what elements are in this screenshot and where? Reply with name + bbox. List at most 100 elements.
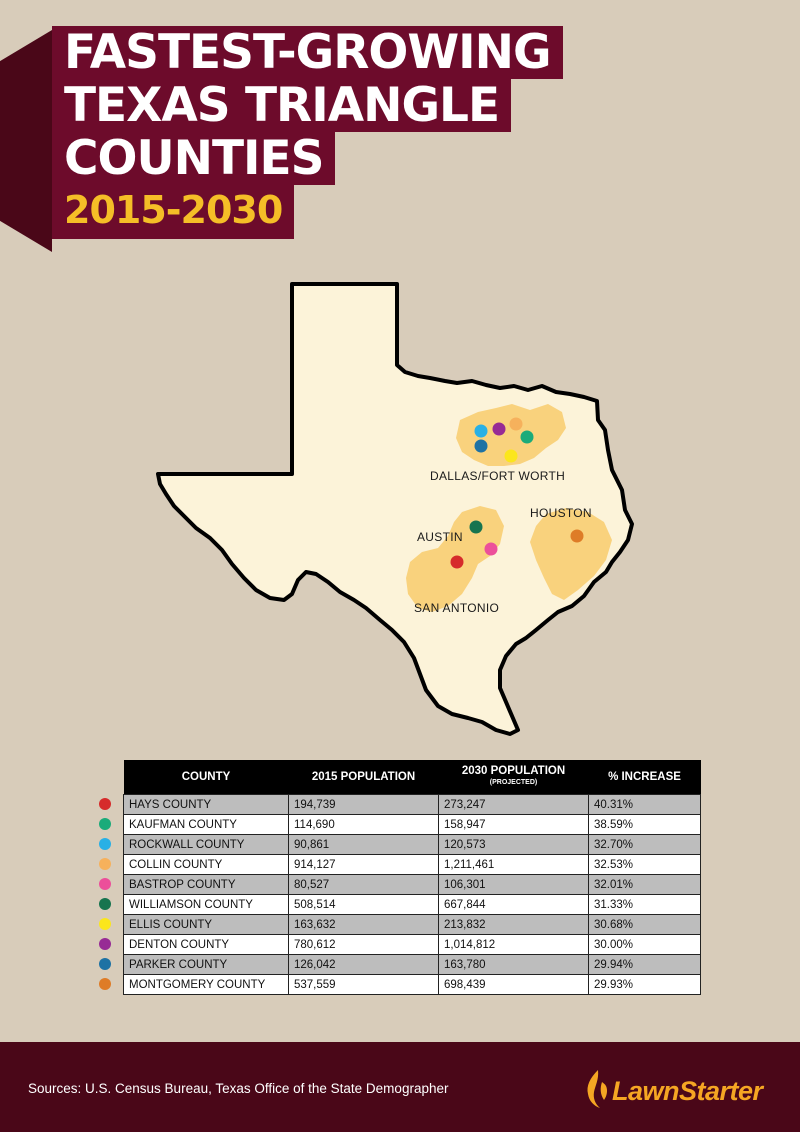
- dot-rockwall: [474, 424, 488, 438]
- header-pop2030: 2030 POPULATION (PROJECTED): [438, 760, 589, 795]
- title-line-1: FASTEST-GROWING: [52, 26, 563, 79]
- table-row: DENTON COUNTY 780,612 1,014,812 30.00%: [123, 934, 701, 955]
- cell-county: WILLIAMSON COUNTY: [123, 894, 289, 915]
- population-table: COUNTY 2015 POPULATION 2030 POPULATION (…: [123, 760, 701, 995]
- header-pop2030-label: 2030 POPULATION: [461, 765, 566, 777]
- table-row: ELLIS COUNTY 163,632 213,832 30.68%: [123, 914, 701, 935]
- dot-williamson: [469, 520, 483, 534]
- dot-montgomery: [570, 529, 584, 543]
- dot-parker: [474, 439, 488, 453]
- cell-pop2015: 537,559: [288, 974, 439, 995]
- cell-county: DENTON COUNTY: [123, 934, 289, 955]
- table-header-row: COUNTY 2015 POPULATION 2030 POPULATION (…: [123, 760, 701, 795]
- cell-county: PARKER COUNTY: [123, 954, 289, 975]
- cell-county: ELLIS COUNTY: [123, 914, 289, 935]
- legend-dot: [99, 838, 111, 850]
- cell-pop2030: 1,014,812: [438, 934, 589, 955]
- cell-pop2030: 158,947: [438, 814, 589, 835]
- footer: Sources: U.S. Census Bureau, Texas Offic…: [0, 1042, 800, 1132]
- cell-pop2015: 508,514: [288, 894, 439, 915]
- label-dallas-fort-worth: DALLAS/FORT WORTH: [430, 469, 566, 483]
- dot-collin: [509, 417, 523, 431]
- dot-denton: [492, 422, 506, 436]
- legend-dot: [99, 878, 111, 890]
- table-row: COLLIN COUNTY 914,127 1,211,461 32.53%: [123, 854, 701, 875]
- cell-increase: 29.93%: [588, 974, 701, 995]
- cell-pop2015: 114,690: [288, 814, 439, 835]
- table-row: BASTROP COUNTY 80,527 106,301 32.01%: [123, 874, 701, 895]
- label-austin: AUSTIN: [417, 530, 463, 544]
- legend-dot: [99, 798, 111, 810]
- cell-increase: 32.70%: [588, 834, 701, 855]
- legend-dot: [99, 918, 111, 930]
- cell-increase: 29.94%: [588, 954, 701, 975]
- table-row: HAYS COUNTY 194,739 273,247 40.31%: [123, 794, 701, 815]
- dot-bastrop: [484, 542, 498, 556]
- table-row: WILLIAMSON COUNTY 508,514 667,844 31.33%: [123, 894, 701, 915]
- cell-pop2015: 163,632: [288, 914, 439, 935]
- cell-pop2030: 120,573: [438, 834, 589, 855]
- title-line-3: COUNTIES: [52, 132, 336, 185]
- cell-pop2030: 273,247: [438, 794, 589, 815]
- flame-leaf-icon: [587, 1070, 608, 1108]
- cell-pop2030: 213,832: [438, 914, 589, 935]
- cell-county: KAUFMAN COUNTY: [123, 814, 289, 835]
- legend-dot: [99, 818, 111, 830]
- county-table: COUNTY 2015 POPULATION 2030 POPULATION (…: [123, 760, 701, 995]
- cell-increase: 30.00%: [588, 934, 701, 955]
- label-san-antonio: SAN ANTONIO: [414, 601, 500, 615]
- logo-text: LawnStarter: [612, 1076, 763, 1106]
- cell-county: COLLIN COUNTY: [123, 854, 289, 875]
- dot-hays: [450, 555, 464, 569]
- table-row: PARKER COUNTY 126,042 163,780 29.94%: [123, 954, 701, 975]
- legend-dot: [99, 898, 111, 910]
- dot-ellis: [504, 449, 518, 463]
- texas-map: DALLAS/FORT WORTH HOUSTON AUSTIN SAN ANT…: [0, 260, 800, 750]
- legend-dot: [99, 958, 111, 970]
- county-dots: [450, 417, 584, 569]
- table-body: HAYS COUNTY 194,739 273,247 40.31% KAUFMAN C…: [123, 794, 701, 995]
- header-county: COUNTY: [123, 760, 289, 795]
- cell-pop2015: 80,527: [288, 874, 439, 895]
- title-block: FASTEST-GROWING TEXAS TRIANGLE COUNTIES …: [52, 26, 563, 239]
- cell-county: HAYS COUNTY: [123, 794, 289, 815]
- cell-increase: 31.33%: [588, 894, 701, 915]
- texas-map-svg: [156, 282, 634, 736]
- cell-pop2015: 914,127: [288, 854, 439, 875]
- texas-outline: [156, 282, 634, 736]
- legend-dot: [99, 858, 111, 870]
- lawnstarter-logo: LawnStarter: [580, 1064, 790, 1114]
- cell-increase: 38.59%: [588, 814, 701, 835]
- cell-increase: 32.01%: [588, 874, 701, 895]
- cell-pop2015: 90,861: [288, 834, 439, 855]
- header-pop2015: 2015 POPULATION: [288, 760, 439, 795]
- houston-metro-area: [530, 508, 612, 600]
- cell-pop2030: 106,301: [438, 874, 589, 895]
- cell-pop2030: 698,439: [438, 974, 589, 995]
- cell-pop2015: 780,612: [288, 934, 439, 955]
- cell-pop2030: 1,211,461: [438, 854, 589, 875]
- header-increase: % INCREASE: [588, 760, 701, 795]
- table-row: ROCKWALL COUNTY 90,861 120,573 32.70%: [123, 834, 701, 855]
- legend-dot: [99, 978, 111, 990]
- cell-pop2030: 667,844: [438, 894, 589, 915]
- label-houston: HOUSTON: [530, 506, 592, 520]
- sources-text: Sources: U.S. Census Bureau, Texas Offic…: [28, 1081, 449, 1096]
- title-ribbon-shadow: [0, 30, 52, 252]
- dot-kaufman: [520, 430, 534, 444]
- header-pop2030-note: (PROJECTED): [489, 779, 538, 786]
- cell-increase: 30.68%: [588, 914, 701, 935]
- cell-increase: 32.53%: [588, 854, 701, 875]
- table-row: KAUFMAN COUNTY 114,690 158,947 38.59%: [123, 814, 701, 835]
- table-row: MONTGOMERY COUNTY 537,559 698,439 29.93%: [123, 974, 701, 995]
- cell-pop2015: 194,739: [288, 794, 439, 815]
- cell-pop2015: 126,042: [288, 954, 439, 975]
- cell-county: BASTROP COUNTY: [123, 874, 289, 895]
- cell-pop2030: 163,780: [438, 954, 589, 975]
- cell-county: ROCKWALL COUNTY: [123, 834, 289, 855]
- cell-increase: 40.31%: [588, 794, 701, 815]
- legend-dot: [99, 938, 111, 950]
- cell-county: MONTGOMERY COUNTY: [123, 974, 289, 995]
- title-line-2: TEXAS TRIANGLE: [52, 79, 512, 132]
- title-years: 2015-2030: [52, 185, 295, 239]
